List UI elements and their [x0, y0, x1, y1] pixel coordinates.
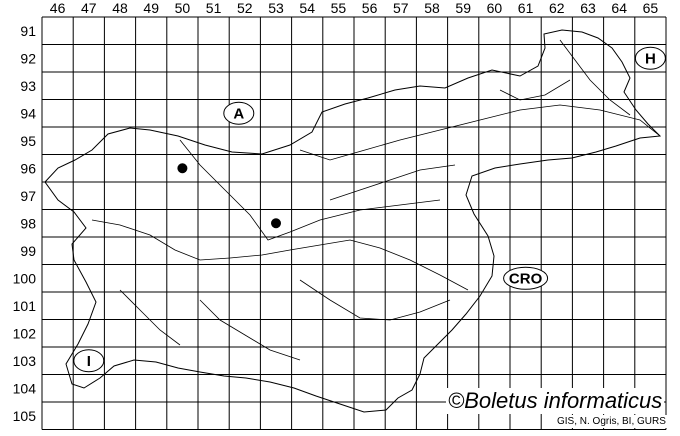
row-label: 101: [13, 298, 37, 314]
row-label: 95: [20, 133, 36, 149]
column-label: 65: [643, 0, 659, 16]
svg-text:CRO: CRO: [509, 270, 543, 287]
country-border: [44, 29, 662, 413]
source-attribution: GIS, N. Ogris, BI, GURS: [555, 415, 668, 428]
row-label: 93: [20, 78, 36, 94]
column-label: 47: [81, 0, 97, 16]
column-label: 64: [611, 0, 627, 16]
column-label: 63: [580, 0, 596, 16]
svg-text:A: A: [233, 105, 244, 122]
row-label: 105: [13, 408, 37, 424]
row-label: 94: [20, 105, 36, 121]
row-label: 92: [20, 50, 36, 66]
row-label: 104: [13, 380, 37, 396]
copyright-credit: ©Boletus informaticus: [446, 388, 665, 414]
column-label: 54: [299, 0, 315, 16]
row-label: 97: [20, 188, 36, 204]
record-point: [271, 218, 281, 229]
row-label: 98: [20, 215, 36, 231]
column-label: 55: [331, 0, 347, 16]
rivers: [91, 39, 661, 361]
row-label: 103: [13, 353, 37, 369]
grid-labels: 46 47 48 49 50 51 52 53 54 55 56 57 58 59 60 61 62 63 64 65…: [13, 0, 659, 424]
column-label: 57: [393, 0, 409, 16]
svg-text:H: H: [645, 50, 656, 67]
row-label: 102: [13, 325, 37, 341]
column-label: 62: [549, 0, 565, 16]
column-label: 48: [112, 0, 128, 16]
column-label: 51: [206, 0, 222, 16]
row-label: 91: [20, 23, 36, 39]
row-label: 99: [20, 243, 36, 259]
region-label-cro: CRO: [503, 266, 549, 290]
svg-text:I: I: [87, 353, 91, 370]
region-label-a: A: [223, 101, 255, 125]
column-label: 52: [237, 0, 253, 16]
column-label: 61: [518, 0, 534, 16]
column-label: 53: [268, 0, 284, 16]
region-label-h: H: [634, 46, 666, 70]
region-label-i: I: [73, 349, 105, 373]
column-label: 56: [362, 0, 378, 16]
column-label: 49: [143, 0, 159, 16]
record-point: [177, 163, 188, 174]
column-label: 58: [424, 0, 440, 16]
row-label: 96: [20, 160, 36, 176]
column-label: 46: [50, 0, 66, 16]
column-label: 60: [487, 0, 503, 16]
row-label: 100: [13, 270, 37, 286]
column-label: 50: [175, 0, 191, 16]
map-grid: [41, 16, 667, 430]
column-label: 59: [455, 0, 471, 16]
